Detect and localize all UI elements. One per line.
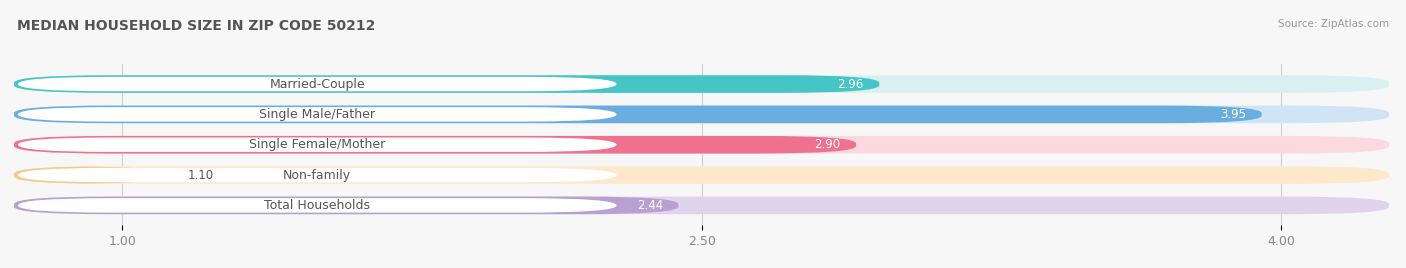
FancyBboxPatch shape bbox=[14, 75, 1389, 93]
FancyBboxPatch shape bbox=[18, 198, 617, 213]
FancyBboxPatch shape bbox=[14, 106, 1389, 123]
FancyBboxPatch shape bbox=[14, 136, 856, 154]
Text: Source: ZipAtlas.com: Source: ZipAtlas.com bbox=[1278, 19, 1389, 29]
Text: Single Male/Father: Single Male/Father bbox=[259, 108, 375, 121]
FancyBboxPatch shape bbox=[18, 107, 617, 122]
Text: MEDIAN HOUSEHOLD SIZE IN ZIP CODE 50212: MEDIAN HOUSEHOLD SIZE IN ZIP CODE 50212 bbox=[17, 19, 375, 33]
Text: 2.44: 2.44 bbox=[637, 199, 664, 212]
FancyBboxPatch shape bbox=[18, 137, 617, 152]
Text: 2.90: 2.90 bbox=[814, 138, 841, 151]
FancyBboxPatch shape bbox=[14, 197, 679, 214]
Text: Married-Couple: Married-Couple bbox=[270, 77, 366, 91]
FancyBboxPatch shape bbox=[18, 168, 617, 182]
Text: Total Households: Total Households bbox=[264, 199, 370, 212]
FancyBboxPatch shape bbox=[18, 77, 617, 91]
Text: 2.96: 2.96 bbox=[838, 77, 863, 91]
FancyBboxPatch shape bbox=[14, 106, 1261, 123]
Text: Single Female/Mother: Single Female/Mother bbox=[249, 138, 385, 151]
FancyBboxPatch shape bbox=[14, 75, 879, 93]
FancyBboxPatch shape bbox=[14, 166, 160, 184]
FancyBboxPatch shape bbox=[14, 136, 1389, 154]
Text: 3.95: 3.95 bbox=[1220, 108, 1246, 121]
Text: 1.10: 1.10 bbox=[188, 169, 214, 181]
FancyBboxPatch shape bbox=[14, 197, 1389, 214]
FancyBboxPatch shape bbox=[14, 166, 1389, 184]
Text: Non-family: Non-family bbox=[283, 169, 352, 181]
